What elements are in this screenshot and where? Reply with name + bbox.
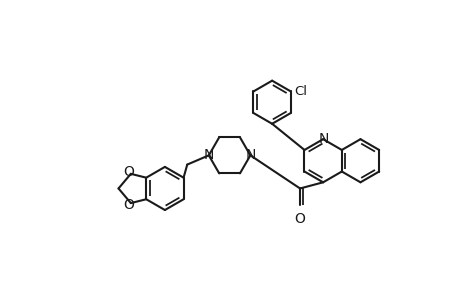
Text: O: O [294,212,305,226]
Text: N: N [245,148,255,162]
Text: N: N [318,132,328,146]
Text: Cl: Cl [294,85,307,98]
Text: O: O [123,165,134,179]
Text: N: N [203,148,213,162]
Text: O: O [123,198,134,212]
